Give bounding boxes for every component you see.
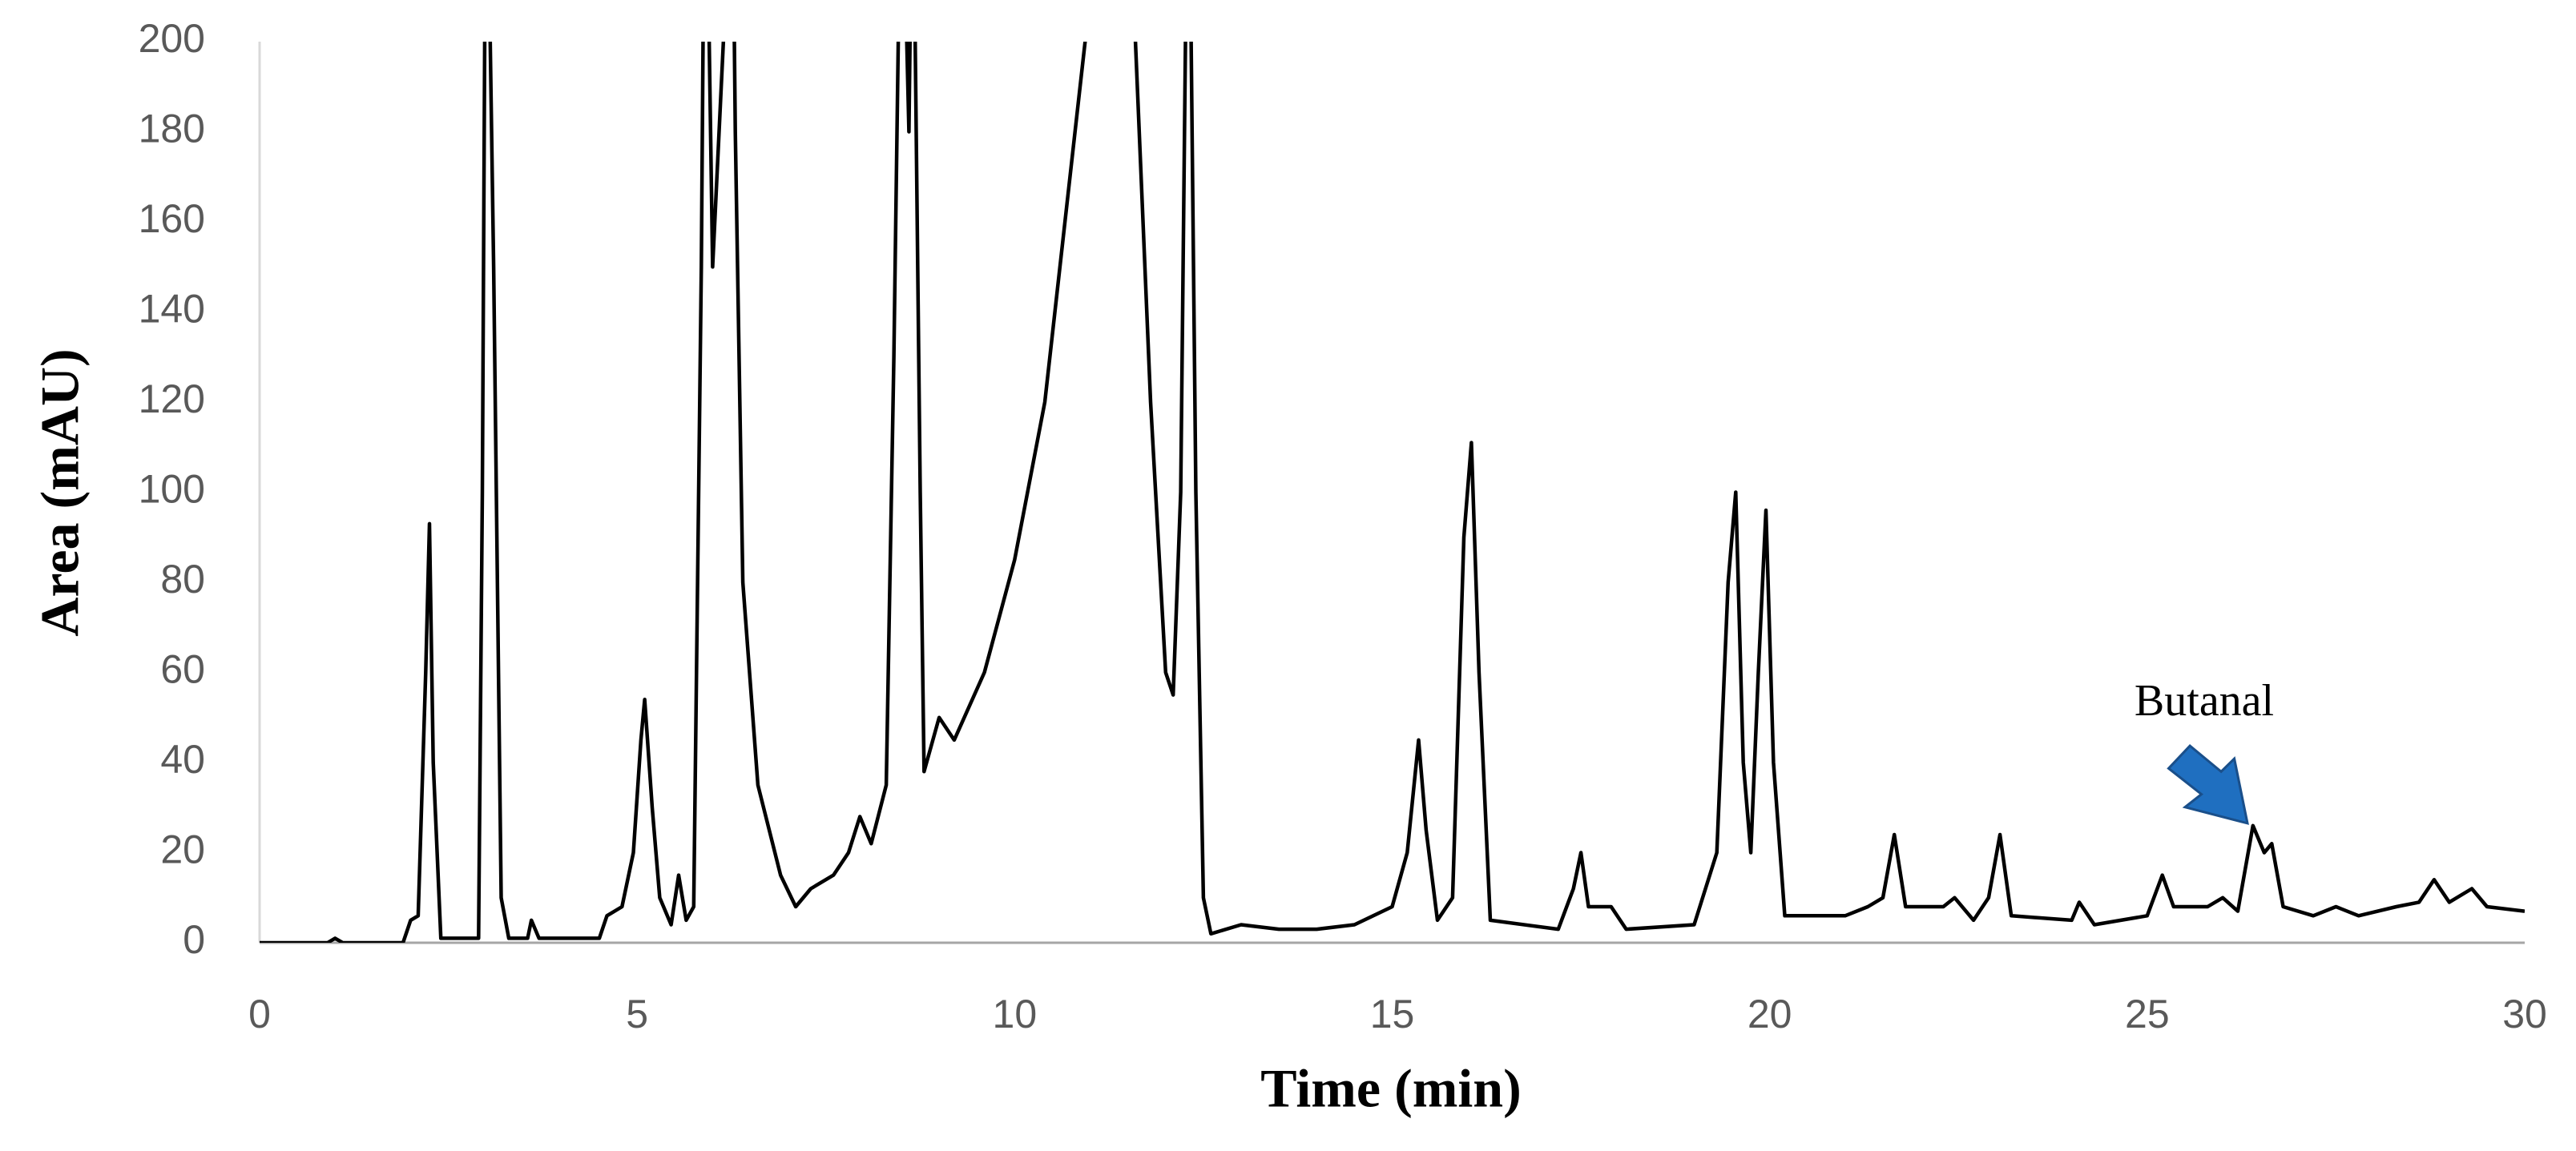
y-tick-label: 200 [139, 16, 205, 61]
x-tick-label: 5 [626, 992, 648, 1036]
y-tick-label: 40 [160, 737, 205, 782]
y-tick-label: 20 [160, 827, 205, 872]
y-tick-label: 140 [139, 287, 205, 332]
x-tick-label: 20 [1748, 992, 1792, 1036]
chromatogram-line [260, 42, 2525, 943]
ticks: 0 20 40 60 80 100 120 140 160 180 200 0 5 10 15 20 25 30 [139, 16, 2547, 1036]
x-tick-label: 25 [2125, 992, 2170, 1036]
x-tick-label: 0 [248, 992, 271, 1036]
annotation-arrow [2167, 744, 2249, 825]
y-tick-label: 0 [183, 917, 205, 962]
plot-area [260, 42, 2525, 943]
annotation: Butanal [2135, 676, 2274, 726]
x-tick-label: 30 [2502, 992, 2547, 1036]
y-tick-label: 120 [139, 376, 205, 421]
x-tick-label: 15 [1370, 992, 1415, 1036]
x-tick-label: 10 [993, 992, 1038, 1036]
y-tick-label: 180 [139, 107, 205, 151]
y-tick-label: 60 [160, 647, 205, 692]
y-tick-label: 100 [139, 467, 205, 512]
x-axis-title: Time (min) [1260, 1058, 1522, 1119]
y-tick-label: 80 [160, 557, 205, 602]
y-axis-title: Area (mAU) [30, 348, 91, 636]
y-tick-label: 160 [139, 196, 205, 241]
